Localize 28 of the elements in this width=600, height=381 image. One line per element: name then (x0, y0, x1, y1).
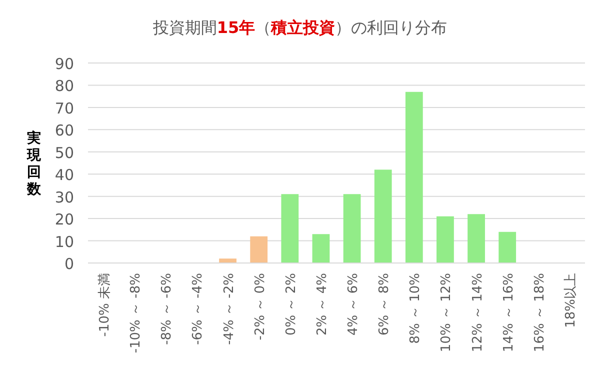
y-tick-label: 10 (54, 232, 74, 251)
x-tick-label: 0% ～ 2% (284, 273, 299, 336)
x-tick-label: 8% ～ 10% (408, 273, 424, 344)
y-tick-label: 80 (54, 77, 74, 96)
x-tick-label: 4% ～ 6% (346, 273, 362, 336)
y-tick-label: 60 (54, 122, 74, 140)
x-tick-label: -10% ～ -8% (128, 273, 144, 354)
x-tick-label: -2% ～ 0% (252, 273, 268, 340)
x-tick-label: 12% ～ 14% (470, 273, 486, 352)
x-tick-label: -6% ～ -4% (190, 273, 206, 345)
x-tick-label: 14% ～ 16% (501, 273, 516, 352)
x-tick-label: 6% ～ 8% (377, 273, 392, 336)
x-tick-label: 16% ～ 18% (532, 273, 548, 352)
x-tick-label: 2% ～ 4% (314, 273, 330, 336)
y-tick-label: 70 (54, 99, 74, 118)
x-tick-label: -4% ～ -2% (222, 273, 237, 345)
y-tick-label: 40 (54, 166, 74, 184)
y-tick-label: 20 (54, 210, 74, 229)
x-tick-label: 10% ～ 12% (439, 273, 454, 352)
y-tick-label: 30 (54, 188, 74, 206)
y-tick-label: 0 (64, 255, 74, 273)
x-tick-label: 18%以上 (563, 273, 578, 328)
y-tick-label: 50 (54, 144, 74, 162)
x-tick-label: -8% ～ -6% (160, 273, 175, 345)
y-axis-title: 実現回数 (26, 130, 42, 198)
chart-title: 投資期間15年（積立投資）の利回り分布 (152, 18, 448, 37)
y-tick-label: 90 (54, 55, 74, 73)
x-tick-label: -10% 未満 (98, 273, 113, 337)
